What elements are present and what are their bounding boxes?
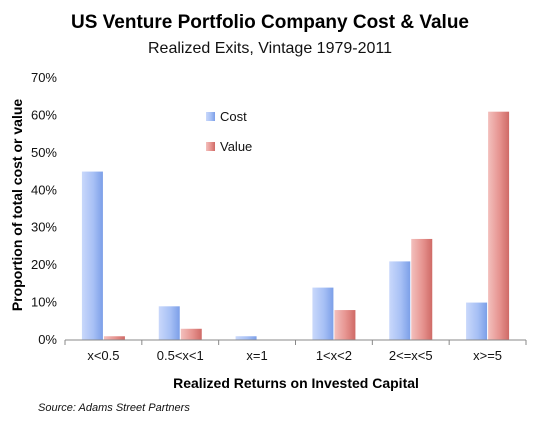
y-axis-ticks: 0% 10% 20% 30% 40% 50% 60% 70% [31,70,57,347]
x-axis-ticks: x<0.5 0.5<x<1 x=1 1<x<2 2<=x<5 x>=5 [64,340,527,363]
bars-group [81,111,510,340]
y-tick-label: 0% [38,332,57,347]
x-tick-label: x=1 [246,348,267,363]
chart-title: US Venture Portfolio Company Cost & Valu… [71,12,469,33]
x-tick-label: x<0.5 [87,348,119,363]
y-tick-label: 60% [31,107,57,122]
y-axis-label: Proportion of total cost or value [9,99,25,312]
legend-label-cost: Cost [220,109,247,124]
x-tick-label: x>=5 [473,348,502,363]
bar-cost [158,306,180,340]
bar-value [180,328,202,340]
x-axis-label: Realized Returns on Invested Capital [173,375,419,391]
legend: Cost Value [206,109,252,154]
bar-cost [466,302,488,340]
x-tick-label: 2<=x<5 [389,348,433,363]
bar-value [488,111,510,340]
y-tick-label: 10% [31,295,57,310]
bar-cost [235,336,257,340]
bar-value [411,238,433,340]
bar-value [334,310,356,340]
source-note: Source: Adams Street Partners [38,402,190,414]
y-tick-label: 50% [31,145,57,160]
bar-value [103,336,125,340]
legend-label-value: Value [220,139,252,154]
legend-swatch-cost [206,112,215,121]
y-tick-label: 40% [31,182,57,197]
y-tick-label: 30% [31,220,57,235]
chart-subtitle: Realized Exits, Vintage 1979-2011 [148,40,392,57]
bar-cost [81,171,103,340]
y-tick-label: 20% [31,257,57,272]
bar-cost [389,261,411,340]
x-tick-label: 0.5<x<1 [157,348,204,363]
legend-swatch-value [206,142,215,151]
bar-cost [312,287,334,340]
y-tick-label: 70% [31,70,57,85]
x-tick-label: 1<x<2 [316,348,352,363]
